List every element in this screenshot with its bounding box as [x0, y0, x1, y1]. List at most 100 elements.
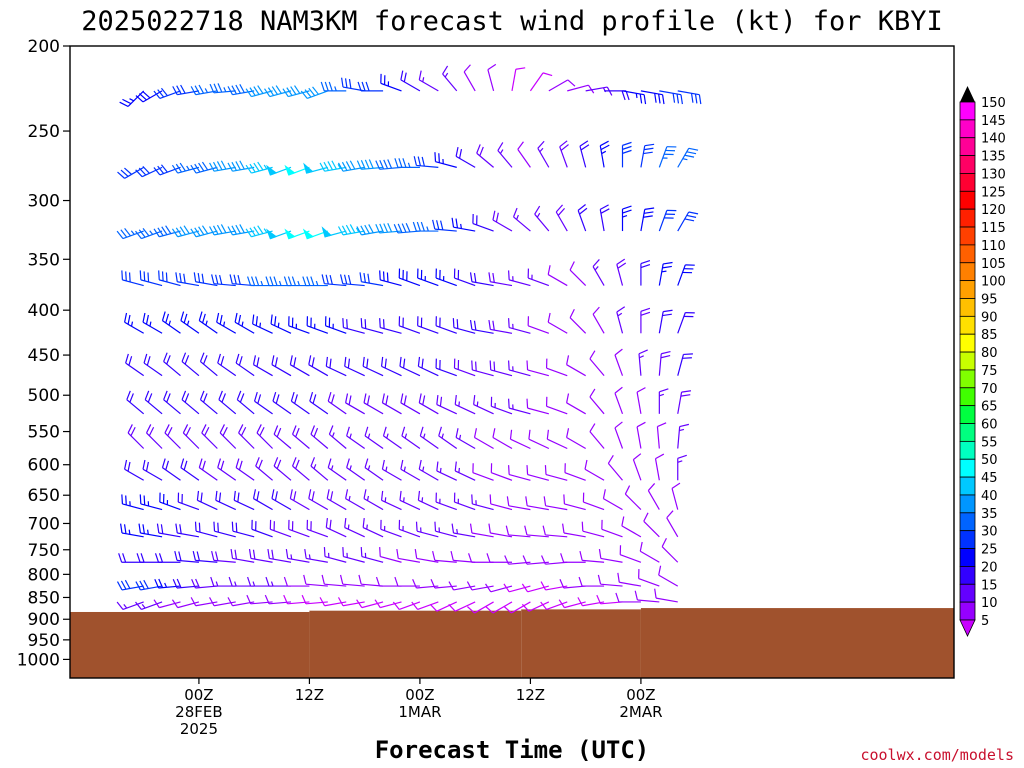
- colorbar-label: 80: [981, 346, 998, 361]
- wind-barb: [267, 548, 292, 563]
- barb-full: [525, 496, 528, 506]
- barb-half: [458, 401, 460, 407]
- colorbar-label: 120: [981, 203, 1006, 218]
- barb-full: [455, 428, 459, 438]
- wind-barb: [227, 83, 255, 96]
- barb-full: [341, 77, 344, 88]
- barb-full: [217, 522, 219, 533]
- barb-full: [589, 350, 596, 360]
- barb-shaft: [509, 369, 531, 377]
- barb-full: [172, 86, 178, 95]
- wind-barb: [198, 311, 218, 334]
- barb-shaft: [490, 503, 513, 511]
- colorbar-label: 125: [981, 185, 1006, 200]
- barb-full: [183, 460, 188, 471]
- barb-shaft: [181, 399, 200, 415]
- wind-barb: [321, 574, 347, 587]
- barb-full: [127, 424, 133, 434]
- barb-full: [220, 224, 227, 234]
- barb-half: [278, 280, 282, 286]
- barb-full: [174, 550, 178, 561]
- barb-full: [276, 427, 282, 438]
- barb-shaft: [509, 279, 531, 287]
- wind-barb: [381, 459, 402, 481]
- barb-full: [289, 355, 293, 365]
- wind-barb: [592, 259, 605, 286]
- barb-full: [271, 86, 278, 95]
- barb-half: [141, 603, 146, 609]
- barb-shaft: [380, 82, 402, 92]
- barb-full: [190, 228, 197, 238]
- barb-full: [562, 523, 565, 534]
- wind-barb: [640, 260, 651, 286]
- wind-barb: [201, 424, 218, 449]
- wind-barb: [418, 393, 439, 415]
- barb-full: [362, 356, 365, 367]
- barb-full: [345, 161, 352, 171]
- barb-full: [231, 85, 237, 95]
- wind-barb: [398, 519, 421, 538]
- barb-shaft: [416, 557, 439, 563]
- wind-barb: [303, 574, 328, 587]
- colorbar-segment: [959, 387, 976, 407]
- barb-full: [379, 159, 385, 170]
- wind-barb: [677, 90, 702, 105]
- wind-barb: [190, 597, 218, 607]
- barb-full: [255, 457, 260, 467]
- barb-full: [283, 576, 288, 587]
- barb-shaft: [180, 467, 200, 481]
- barb-full: [385, 395, 389, 405]
- credit-text: coolwx.com/models: [860, 746, 1014, 764]
- barb-full: [507, 318, 510, 328]
- barb-full: [360, 547, 363, 557]
- wind-barb: [412, 221, 439, 232]
- barb-full: [199, 352, 205, 362]
- barb-full: [421, 358, 424, 369]
- barb-full: [215, 274, 219, 285]
- barb-full: [120, 523, 123, 534]
- barb-full: [526, 360, 529, 371]
- barb-full: [147, 272, 150, 282]
- wind-barb: [252, 489, 273, 511]
- wind-barb: [448, 581, 476, 591]
- barb-full: [602, 489, 606, 499]
- wind-barb: [177, 492, 200, 511]
- barb-full: [357, 81, 362, 92]
- wind-barb: [534, 205, 550, 232]
- barb-full: [617, 572, 620, 583]
- wind-barb: [328, 425, 347, 449]
- barb-full: [245, 164, 252, 174]
- x-tick-label: 00Z: [405, 686, 434, 704]
- barb-shaft: [399, 601, 421, 611]
- wind-barb: [135, 579, 163, 591]
- barb-full: [381, 393, 385, 403]
- barb-full: [245, 228, 252, 238]
- barb-full: [308, 355, 312, 365]
- barb-full: [640, 264, 651, 269]
- barb-full: [304, 548, 307, 559]
- wind-barb: [116, 601, 144, 611]
- barb-shaft: [306, 528, 329, 538]
- barb-shaft: [677, 354, 685, 376]
- barb-half: [635, 93, 638, 99]
- barb-shaft: [654, 458, 660, 481]
- barb-shaft: [455, 436, 476, 450]
- barb-full: [123, 524, 127, 534]
- barb-shaft: [632, 459, 642, 481]
- barb-full: [269, 276, 274, 286]
- barb-full: [183, 313, 188, 324]
- barb-shaft: [290, 498, 310, 511]
- barb-full: [153, 90, 161, 99]
- barb-half: [290, 554, 293, 560]
- barb-full: [257, 225, 264, 234]
- barb-shaft: [217, 362, 237, 377]
- barb-shaft: [569, 317, 587, 334]
- barb-half: [297, 280, 300, 286]
- wind-barb: [337, 224, 365, 236]
- barb-shaft: [270, 323, 292, 334]
- barb-full: [364, 159, 370, 169]
- barb-full: [367, 273, 370, 284]
- barb-shaft: [658, 311, 664, 334]
- barb-full: [165, 460, 170, 471]
- barb-full: [209, 226, 215, 236]
